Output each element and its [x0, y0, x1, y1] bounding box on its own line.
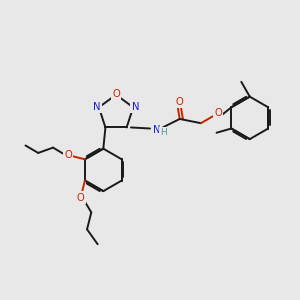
- Text: O: O: [214, 108, 222, 118]
- Text: N: N: [132, 102, 139, 112]
- Text: H: H: [160, 128, 167, 137]
- Text: N: N: [93, 102, 100, 112]
- Text: N: N: [153, 124, 160, 135]
- Text: O: O: [176, 97, 184, 107]
- Text: O: O: [112, 89, 120, 99]
- Text: O: O: [64, 150, 72, 160]
- Text: O: O: [77, 193, 85, 202]
